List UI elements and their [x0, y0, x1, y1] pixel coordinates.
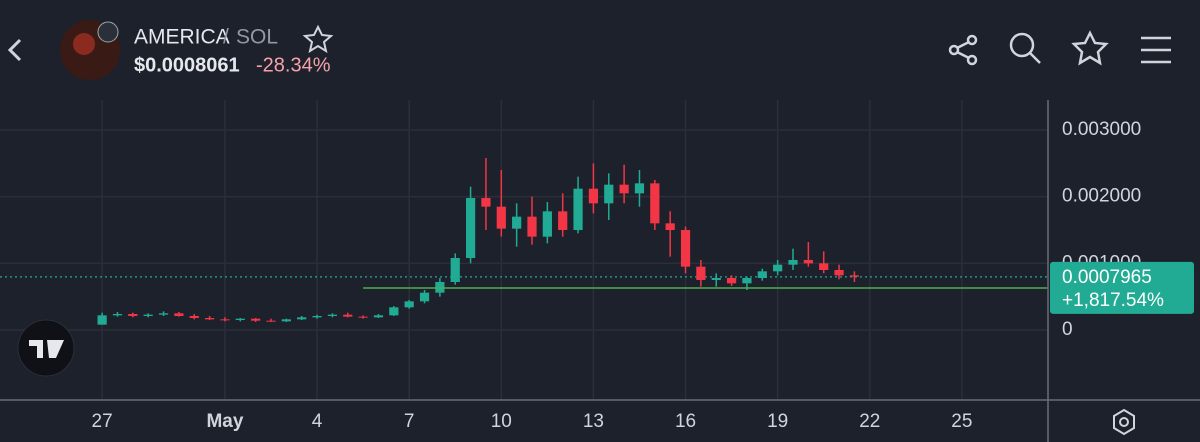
candle-body: [189, 316, 199, 318]
candle-body: [834, 270, 844, 276]
candle-body: [542, 211, 552, 237]
candle-body: [297, 317, 307, 320]
logo-glyph: [29, 340, 64, 358]
candle-body: [481, 198, 491, 207]
candle-body: [465, 198, 476, 258]
candle-body: [742, 278, 752, 284]
x-tick-label: 22: [859, 411, 880, 432]
candle-body: [97, 315, 107, 325]
x-tick-label: 27: [92, 411, 113, 432]
candle-body: [358, 316, 368, 318]
candle-body: [128, 314, 138, 316]
candle-body: [450, 258, 460, 282]
candle-body: [327, 314, 338, 316]
candle-body: [512, 216, 522, 229]
share-button[interactable]: [948, 34, 978, 66]
settings-glyph: [1119, 417, 1129, 427]
price-change: -28.34%: [256, 54, 331, 76]
candle-body: [404, 301, 414, 308]
candle-body: [158, 313, 169, 315]
candle-body: [220, 319, 230, 321]
pair-quote: SOL: [236, 26, 278, 49]
candle-body: [773, 264, 783, 272]
pair-separator: /: [223, 26, 229, 49]
candle-body: [251, 318, 261, 321]
candle-body: [604, 184, 614, 204]
x-tick-label: May: [206, 411, 243, 432]
candle-body: [849, 275, 860, 277]
candle-body: [819, 263, 829, 270]
candle-body: [619, 184, 629, 194]
x-tick-label: 25: [951, 411, 972, 432]
candle-body: [788, 260, 798, 265]
avatar-detail: [73, 33, 95, 55]
x-tick-label: 10: [491, 411, 512, 432]
candle-body: [174, 313, 184, 316]
price: $0.0008061: [134, 54, 240, 76]
candle-body: [711, 278, 721, 280]
x-tick-label: 19: [767, 411, 788, 432]
candle-body: [527, 216, 537, 237]
candle-body: [558, 211, 568, 230]
candle-body: [634, 183, 645, 194]
x-tick-label: 7: [404, 411, 415, 432]
candle-body: [726, 278, 737, 284]
candle-body: [389, 307, 399, 316]
candle-body: [204, 318, 215, 320]
candle-body: [757, 271, 767, 278]
y-tick-label: 0.003000: [1062, 119, 1141, 140]
candle-body: [235, 318, 245, 320]
candle-body: [496, 206, 506, 229]
candle-body: [680, 230, 691, 267]
favorite-button[interactable]: [302, 24, 334, 54]
last-price-box: [1050, 261, 1194, 314]
last-price-label: 0.0007965: [1062, 267, 1152, 288]
candle-body: [312, 316, 322, 318]
candle-body: [573, 188, 583, 230]
x-tick-label: 16: [675, 411, 696, 432]
candle-body: [281, 319, 291, 322]
sol-badge: [97, 21, 119, 43]
search-button[interactable]: [1009, 32, 1041, 64]
candle-body: [588, 188, 599, 204]
candle-body: [665, 223, 675, 230]
menu-button[interactable]: [1141, 36, 1171, 64]
axes: 0.0030000.0020000.001000027May4710131619…: [92, 119, 1194, 432]
y-tick-label: 0: [1062, 319, 1073, 340]
candle-body: [112, 314, 123, 316]
plot-area: [97, 158, 1048, 325]
candle-body: [419, 292, 430, 302]
last-price-change: +1,817.54%: [1062, 290, 1164, 311]
grid: [0, 100, 1048, 400]
candle-body: [266, 320, 276, 322]
watchlist-button[interactable]: [1071, 30, 1109, 66]
settings-button[interactable]: [1113, 408, 1135, 436]
candle-body: [650, 183, 660, 224]
back-button[interactable]: [7, 38, 22, 62]
candle-body: [696, 266, 706, 280]
y-tick-label: 0.002000: [1062, 186, 1141, 207]
x-tick-label: 13: [583, 411, 604, 432]
candle-body: [803, 260, 813, 264]
tradingview-logo[interactable]: [17, 319, 75, 377]
candle-body: [373, 315, 384, 318]
x-tick-label: 4: [312, 411, 323, 432]
pair-base: AMERICA: [134, 26, 230, 49]
candle-body: [343, 314, 353, 317]
candle-body: [143, 314, 153, 316]
